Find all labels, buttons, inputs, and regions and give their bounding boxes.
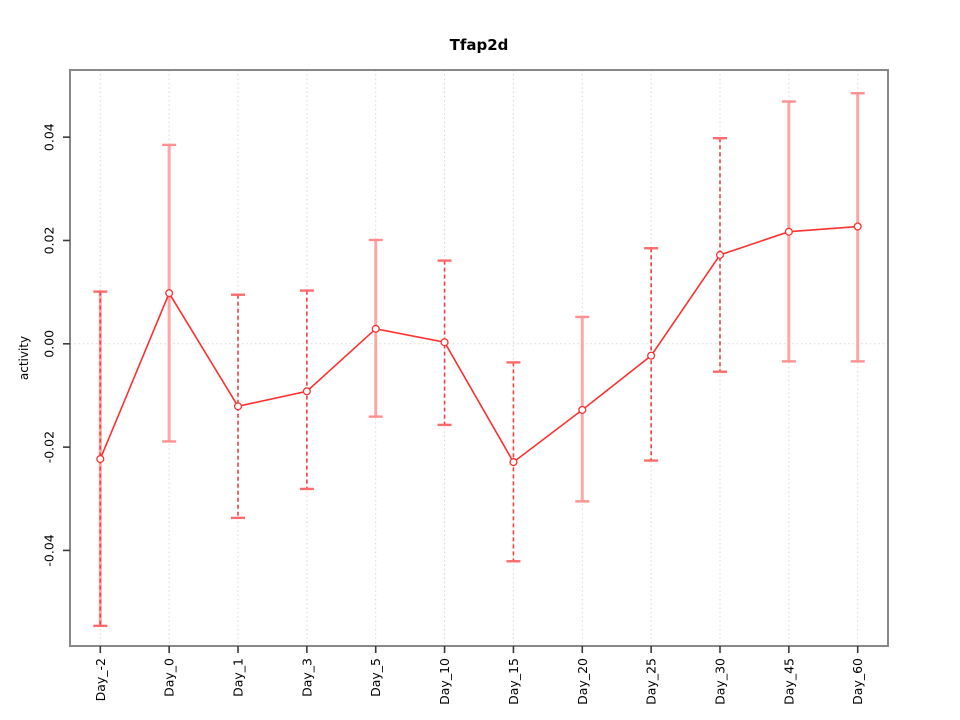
- y-tick-label: 0.02: [42, 227, 57, 255]
- x-tick-label: Day_15: [506, 658, 521, 705]
- x-tick-label: Day_60: [850, 658, 865, 705]
- x-tick-label: Day_45: [781, 658, 796, 705]
- data-point: [715, 250, 725, 259]
- x-tick-label: Day_5: [368, 658, 383, 697]
- data-point: [302, 387, 311, 396]
- x-tick-label: Day_10: [437, 658, 452, 705]
- chart-title: Tfap2d: [449, 36, 509, 54]
- data-point: [371, 324, 380, 333]
- x-tick-label: Day_30: [712, 658, 727, 705]
- data-point: [784, 227, 793, 236]
- x-tick-label: Day_20: [575, 658, 590, 705]
- series-line: [99, 225, 858, 464]
- data-point: [233, 402, 243, 411]
- x-tick-label: Day_1: [231, 658, 246, 697]
- x-tick-label: Day_0: [162, 658, 177, 697]
- data-point: [647, 351, 656, 360]
- plot-border: [69, 69, 889, 647]
- data-point: [853, 222, 862, 231]
- y-tick-label: 0.00: [42, 330, 57, 358]
- y-tick-label: -0.04: [42, 534, 57, 566]
- y-tick-label: 0.04: [42, 123, 57, 151]
- data-point: [440, 338, 449, 347]
- data-point: [578, 405, 587, 414]
- y-tick-label: -0.02: [42, 431, 57, 463]
- data-point: [509, 458, 518, 467]
- data-point: [165, 289, 174, 298]
- x-tick-label: Day_-2: [93, 658, 108, 701]
- data-point: [96, 454, 105, 464]
- x-tick-label: Day_3: [299, 658, 314, 697]
- x-tick-label: Day_25: [644, 658, 659, 705]
